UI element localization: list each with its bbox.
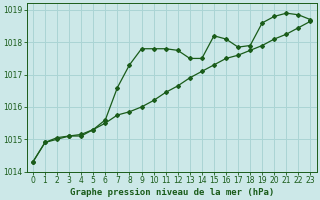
X-axis label: Graphe pression niveau de la mer (hPa): Graphe pression niveau de la mer (hPa) [69,188,274,197]
